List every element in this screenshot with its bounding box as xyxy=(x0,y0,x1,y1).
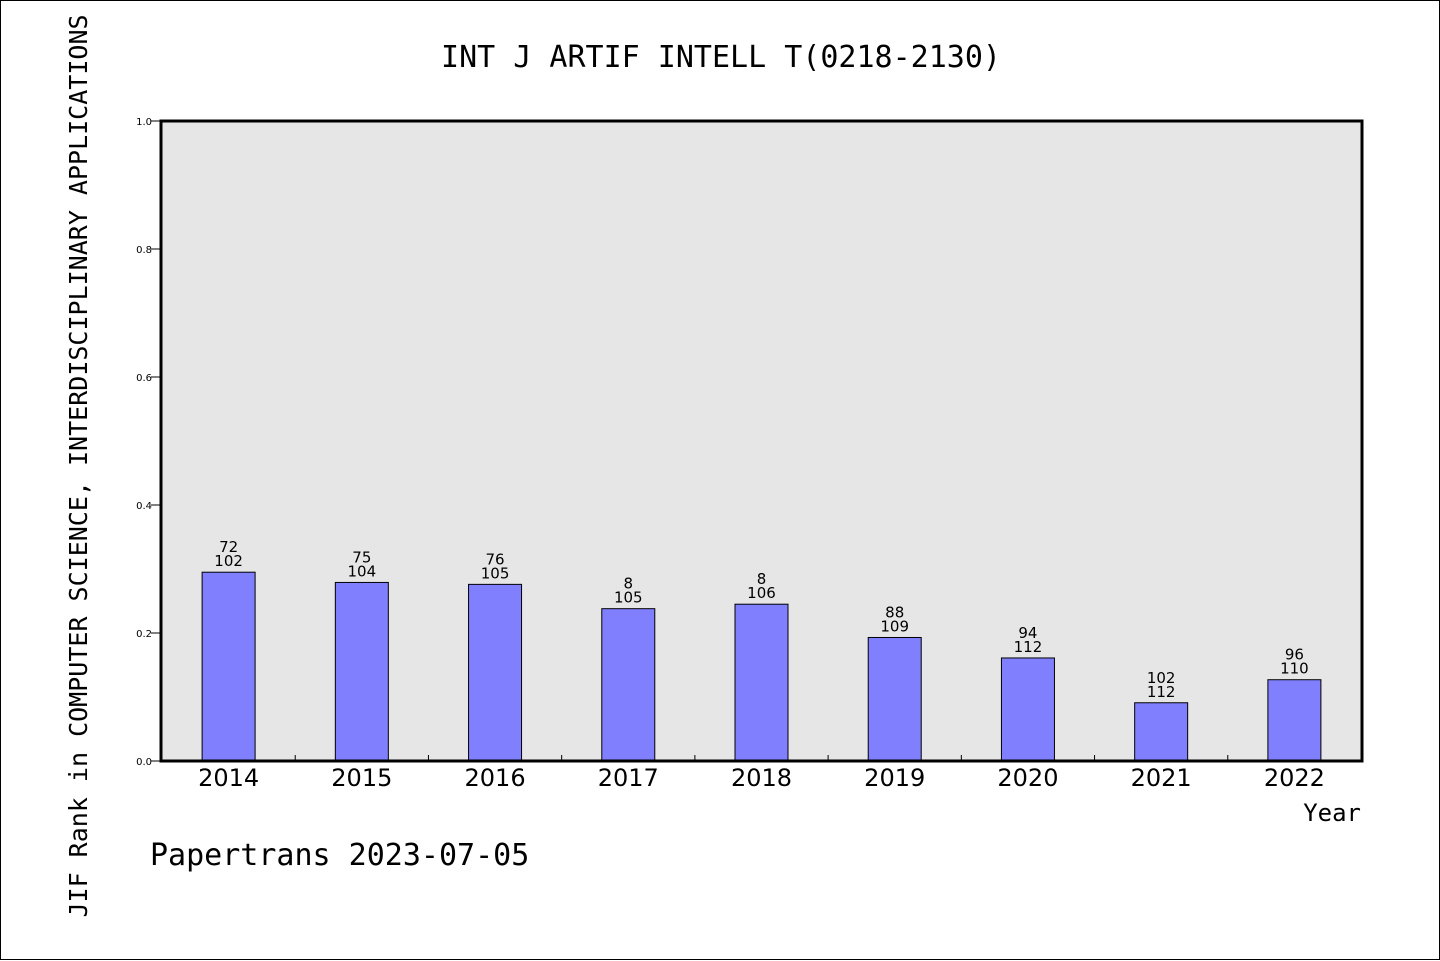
bar-total-label: 105 xyxy=(481,564,510,582)
footer-credit: Papertrans 2023-07-05 xyxy=(150,838,529,873)
bar-total-label: 109 xyxy=(880,617,909,635)
x-tick-label: 2021 xyxy=(1131,764,1192,792)
x-axis-label: Year xyxy=(1303,799,1361,827)
plot-border xyxy=(159,119,1364,763)
bar-rank-label: 75 xyxy=(352,548,371,566)
bar-total-label: 106 xyxy=(747,584,776,602)
bar xyxy=(334,581,389,762)
y-axis-label: JIF Rank in COMPUTER SCIENCE, INTERDISCI… xyxy=(64,14,93,917)
bar xyxy=(867,636,922,762)
bar xyxy=(1134,702,1189,762)
x-tick-label: 2020 xyxy=(997,764,1058,792)
bar xyxy=(1267,679,1322,762)
bar xyxy=(1000,657,1055,762)
bar-rank-label: 88 xyxy=(885,603,904,621)
y-tick-label: 0.8 xyxy=(136,245,152,256)
bar-rank-label: 94 xyxy=(1018,624,1037,642)
x-tick-label: 2014 xyxy=(198,764,259,792)
bar xyxy=(201,571,256,762)
x-tick-label: 2016 xyxy=(465,764,526,792)
chart-title: INT J ARTIF INTELL T(0218-2130) xyxy=(441,40,1001,75)
y-tick-label: 0.0 xyxy=(136,757,152,768)
x-tick-label: 2022 xyxy=(1264,764,1325,792)
bar-rank-label: 102 xyxy=(1147,669,1176,687)
bar-rank-label: 8 xyxy=(624,575,634,593)
y-tick-label: 0.6 xyxy=(136,373,152,384)
x-tick-label: 2017 xyxy=(598,764,659,792)
bar xyxy=(468,583,523,762)
bar-rank-label: 72 xyxy=(219,538,238,556)
bar-rank-label: 96 xyxy=(1285,646,1304,664)
x-tick-label: 2019 xyxy=(864,764,925,792)
x-axis-ticks: 2014 2015 2016 2017 2018 2019 2020 2021 2022 xyxy=(198,755,1325,792)
bar-total-label: 105 xyxy=(614,589,643,607)
bar xyxy=(601,608,656,762)
bar-rank-label: 8 xyxy=(757,570,767,588)
bar-rank-label: 76 xyxy=(486,550,505,568)
bar-total-label: 104 xyxy=(348,562,377,580)
bar-total-label: 110 xyxy=(1280,660,1309,678)
y-tick-label: 1.0 xyxy=(136,117,152,128)
y-axis-ticks: 0.0 0.2 0.4 0.6 0.8 1.0 xyxy=(136,117,161,768)
bar xyxy=(734,603,789,762)
y-tick-label: 0.4 xyxy=(136,501,152,512)
x-tick-label: 2015 xyxy=(331,764,392,792)
x-tick-label: 2018 xyxy=(731,764,792,792)
bar-total-label: 112 xyxy=(1147,683,1176,701)
y-tick-label: 0.2 xyxy=(136,629,152,640)
bar-total-label: 102 xyxy=(214,552,243,570)
bar-total-label: 112 xyxy=(1014,638,1043,656)
bars xyxy=(201,571,1322,762)
